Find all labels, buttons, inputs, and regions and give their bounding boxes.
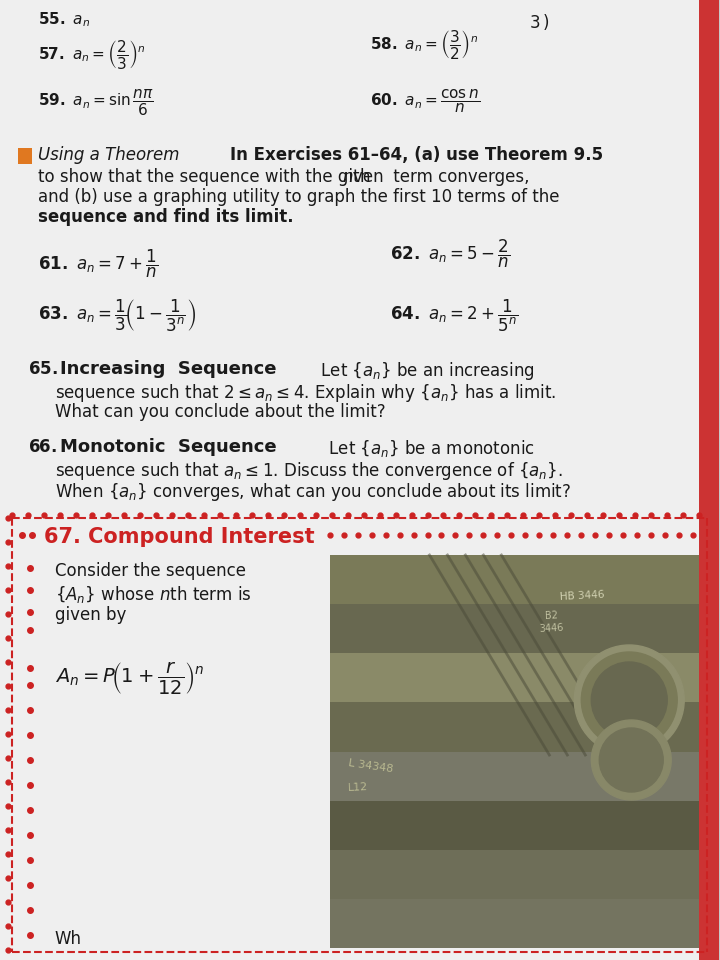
- FancyBboxPatch shape: [330, 899, 699, 948]
- Text: $\mathbf{59.}\ a_n = \sin\dfrac{n\pi}{6}$: $\mathbf{59.}\ a_n = \sin\dfrac{n\pi}{6}…: [38, 88, 153, 118]
- FancyBboxPatch shape: [330, 752, 699, 801]
- FancyBboxPatch shape: [330, 703, 699, 752]
- FancyBboxPatch shape: [330, 850, 699, 899]
- Text: $n$th: $n$th: [341, 168, 370, 186]
- Circle shape: [599, 728, 663, 792]
- Text: Consider the sequence: Consider the sequence: [55, 562, 246, 580]
- Text: $\mathbf{60.}\ a_n = \dfrac{\cos n}{n}$: $\mathbf{60.}\ a_n = \dfrac{\cos n}{n}$: [369, 88, 480, 115]
- FancyBboxPatch shape: [699, 0, 719, 960]
- Text: $\{A_n\}$ whose $n$th term is: $\{A_n\}$ whose $n$th term is: [55, 584, 251, 605]
- Text: $3\,)$: $3\,)$: [529, 12, 550, 32]
- Text: term converges,: term converges,: [387, 168, 529, 186]
- Text: $\mathbf{66.}$: $\mathbf{66.}$: [28, 438, 57, 456]
- Circle shape: [581, 652, 678, 748]
- Text: 67. Compound Interest: 67. Compound Interest: [44, 527, 315, 547]
- Text: sequence and find its limit.: sequence and find its limit.: [38, 208, 294, 226]
- Text: to show that the sequence with the given: to show that the sequence with the given: [38, 168, 389, 186]
- Text: L12: L12: [348, 782, 369, 793]
- Text: $\mathbf{63.}\ a_n = \dfrac{1}{3}\!\left(1 - \dfrac{1}{3^n}\right)$: $\mathbf{63.}\ a_n = \dfrac{1}{3}\!\left…: [38, 298, 196, 334]
- Circle shape: [575, 645, 684, 755]
- Text: Let $\{a_n\}$ be a monotonic: Let $\{a_n\}$ be a monotonic: [318, 438, 534, 459]
- Text: 3446: 3446: [539, 623, 564, 635]
- FancyBboxPatch shape: [330, 653, 699, 703]
- Text: Increasing  Sequence: Increasing Sequence: [60, 360, 276, 378]
- Text: $A_n = P\!\left(1 + \dfrac{r}{12}\right)^n$: $A_n = P\!\left(1 + \dfrac{r}{12}\right)…: [55, 660, 204, 696]
- Text: HB 3446: HB 3446: [559, 590, 604, 602]
- Text: $\mathbf{55.}\ a_n$: $\mathbf{55.}\ a_n$: [38, 10, 90, 29]
- FancyBboxPatch shape: [330, 555, 699, 604]
- Text: given by: given by: [55, 606, 126, 624]
- Circle shape: [591, 662, 667, 738]
- Text: and (b) use a graphing utility to graph the first 10 terms of the: and (b) use a graphing utility to graph …: [38, 188, 559, 206]
- FancyBboxPatch shape: [330, 604, 699, 653]
- FancyBboxPatch shape: [330, 801, 699, 850]
- Text: sequence such that $2 \leq a_n \leq 4$. Explain why $\{a_n\}$ has a limit.: sequence such that $2 \leq a_n \leq 4$. …: [55, 382, 557, 404]
- Text: In Exercises 61–64, (a) use Theorem 9.5: In Exercises 61–64, (a) use Theorem 9.5: [230, 146, 603, 164]
- Text: $\mathbf{64.}\ a_n = 2 + \dfrac{1}{5^n}$: $\mathbf{64.}\ a_n = 2 + \dfrac{1}{5^n}$: [390, 298, 518, 334]
- Text: Let $\{a_n\}$ be an increasing: Let $\{a_n\}$ be an increasing: [310, 360, 534, 382]
- FancyBboxPatch shape: [330, 555, 699, 948]
- Text: $\mathbf{65.}$: $\mathbf{65.}$: [28, 360, 58, 378]
- FancyBboxPatch shape: [18, 148, 32, 164]
- Circle shape: [591, 720, 671, 800]
- Text: Using a Theorem: Using a Theorem: [38, 146, 179, 164]
- Text: B2: B2: [544, 610, 558, 621]
- Text: $\mathbf{61.}\ a_n = 7 + \dfrac{1}{n}$: $\mathbf{61.}\ a_n = 7 + \dfrac{1}{n}$: [38, 248, 158, 280]
- Text: $\mathbf{57.}\ a_n = \left(\dfrac{2}{3}\right)^n$: $\mathbf{57.}\ a_n = \left(\dfrac{2}{3}\…: [38, 38, 145, 71]
- Text: sequence such that $a_n \leq 1$. Discuss the convergence of $\{a_n\}$.: sequence such that $a_n \leq 1$. Discuss…: [55, 460, 563, 482]
- Text: When $\{a_n\}$ converges, what can you conclude about its limit?: When $\{a_n\}$ converges, what can you c…: [55, 481, 571, 503]
- Text: What can you conclude about the limit?: What can you conclude about the limit?: [55, 403, 386, 421]
- Text: Monotonic  Sequence: Monotonic Sequence: [60, 438, 276, 456]
- Text: $\mathbf{58.}\ a_n = \left(\dfrac{3}{2}\right)^n$: $\mathbf{58.}\ a_n = \left(\dfrac{3}{2}\…: [369, 28, 477, 61]
- Text: L 34348: L 34348: [348, 758, 394, 774]
- Text: Wh: Wh: [55, 930, 82, 948]
- Text: $\mathbf{62.}\ a_n = 5 - \dfrac{2}{n}$: $\mathbf{62.}\ a_n = 5 - \dfrac{2}{n}$: [390, 238, 510, 270]
